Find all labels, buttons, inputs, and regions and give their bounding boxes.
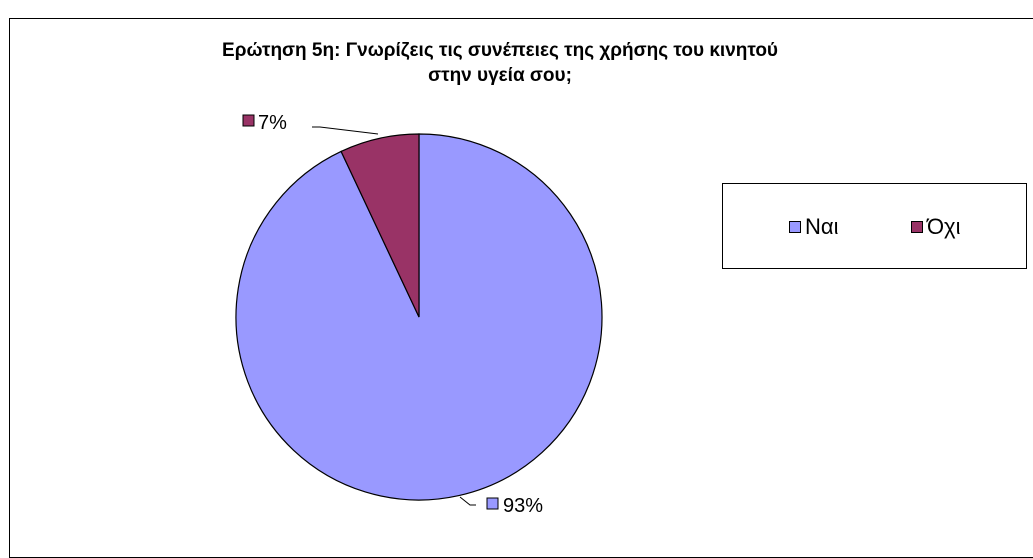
legend-swatch-oxi [911,221,923,233]
legend-label-oxi: Όχι [927,214,961,239]
data-label-oxi: 7% [258,112,287,134]
legend: Ναι Όχι [722,183,1027,269]
data-label-swatch-nai [486,497,499,510]
chart-title: Ερώτηση 5η: Γνωρίζεις τις συνέπειες της … [222,40,778,86]
legend-label-nai: Ναι [805,214,839,239]
legend-swatch-nai [789,221,801,233]
leader-line-oxi [312,126,379,135]
data-label-swatch-oxi [242,114,255,127]
pie-slice-oxi [340,133,420,318]
leader-line-nai [459,496,476,506]
pie-chart: 93% 7% [235,112,603,517]
legend-item-nai: Ναι [789,214,839,240]
legend-item-oxi: Όχι [911,214,960,240]
data-label-nai: 93% [503,495,543,517]
